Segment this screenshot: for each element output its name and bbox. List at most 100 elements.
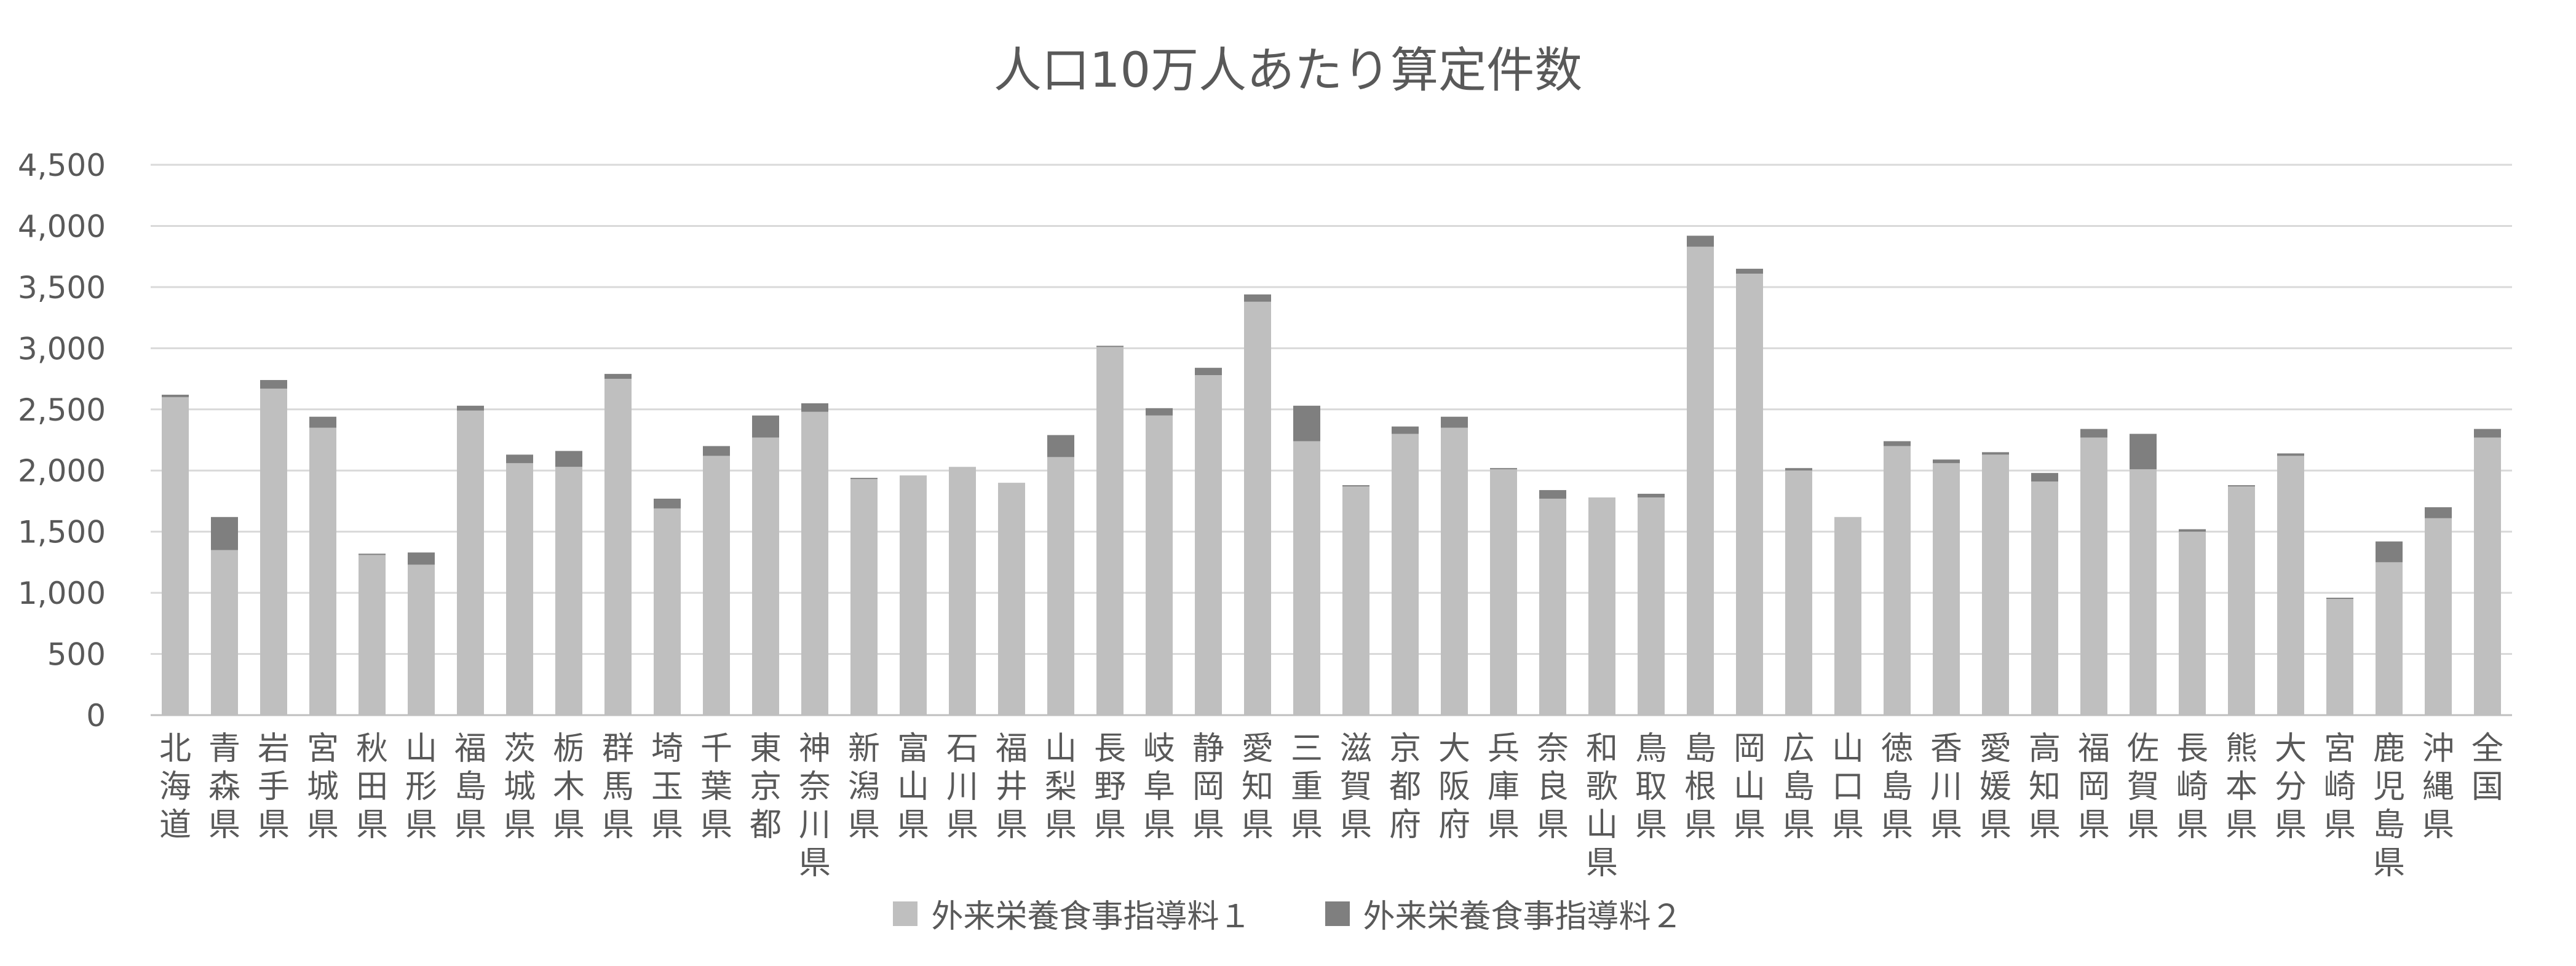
bar-series-1 [1785,470,1812,715]
bar-series-2 [1539,490,1566,499]
x-tick-label: 岐阜県 [1143,730,1175,844]
bar-series-2 [2326,598,2353,600]
bar-series-2 [801,403,828,412]
bar-series-1 [2130,469,2157,715]
x-tick-label: 秋田県 [356,730,388,844]
bar-series-2 [1047,435,1074,457]
bar-series-2 [260,380,287,389]
bar-series-2 [1392,426,1419,434]
y-tick-label: 0 [86,698,106,734]
bar-series-1 [2031,481,2058,715]
bar-series-1 [1244,301,1271,715]
x-tick-label: 鹿児島県 [2373,730,2405,882]
x-tick-label: 東京都 [750,730,782,844]
x-tick-label: 沖縄県 [2422,730,2454,844]
x-tick-label: 福島県 [454,730,486,844]
x-tick-label: 滋賀県 [1340,730,1372,844]
x-tick-label: 宮城県 [307,730,339,844]
x-tick-label: 山口県 [1832,730,1864,844]
x-tick-label: 高知県 [2029,730,2061,844]
x-tick-label: 香川県 [1930,730,1962,844]
chart-title: 人口10万人あたり算定件数 [993,43,1583,98]
bar-series-2 [1884,441,1911,446]
bar-series-2 [703,446,730,456]
bar-series-2 [654,498,681,509]
bar-series-2 [1195,368,1222,376]
bar-series-2 [2425,507,2452,518]
bar-series-2 [1146,408,1173,416]
x-tick-label: 新潟県 [848,730,880,844]
x-tick-label: 京都府 [1389,730,1421,844]
x-tick-label: 福岡県 [2078,730,2110,844]
bars [162,236,2501,715]
bar-series-1 [457,410,484,715]
y-tick-label: 2,500 [18,392,106,428]
x-tick-label: 神奈川県 [799,730,831,882]
legend-item-series-2: 外来栄養食事指導料２ [1325,890,1683,936]
bar-series-2 [2228,485,2255,487]
bar-series-1 [1195,375,1222,715]
bar-series-2 [457,405,484,411]
bar-series-2 [752,415,779,438]
bar-series-2 [1096,346,1124,347]
bar-series-2 [162,394,189,397]
bar-series-2 [1342,485,1369,487]
bar-series-1 [506,463,533,715]
bar-series-1 [1342,486,1369,715]
x-tick-label: 岡山県 [1734,730,1766,844]
x-tick-label: 大阪府 [1438,730,1470,844]
bar-series-1 [1982,454,2009,715]
bar-series-2 [2031,473,2058,482]
bar-series-1 [949,467,976,715]
bar-series-1 [2326,599,2353,715]
y-tick-label: 2,000 [18,453,106,489]
bar-series-1 [1539,498,1566,715]
bar-series-2 [2080,429,2107,438]
x-tick-label: 岩手県 [258,730,290,844]
x-tick-label: 茨城県 [504,730,536,844]
x-tick-label: 静岡県 [1192,730,1224,844]
bar-series-1 [211,550,238,715]
x-tick-label: 山梨県 [1045,730,1077,844]
x-tick-label: 栃木県 [553,730,585,844]
x-tick-label: 山形県 [405,730,437,844]
bar-series-1 [2080,437,2107,715]
x-tick-label: 愛知県 [1242,730,1274,844]
bar-series-1 [703,456,730,715]
x-tick-label: 愛媛県 [1980,730,2011,844]
x-tick-label: 鳥取県 [1635,730,1667,844]
bar-series-1 [1146,415,1173,715]
x-axis-labels: 北海道青森県岩手県宮城県秋田県山形県福島県茨城県栃木県群馬県埼玉県千葉県東京都神… [159,730,2503,882]
bar-series-2 [2474,429,2501,438]
bar-series-1 [1736,274,1763,715]
x-tick-label: 長崎県 [2176,730,2208,844]
legend-item-series-1: 外来栄養食事指導料１ [893,890,1251,936]
legend-label-series-1: 外来栄養食事指導料１ [931,898,1251,935]
x-tick-label: 三重県 [1291,730,1323,844]
bar-series-1 [408,564,435,715]
bar-series-1 [260,388,287,715]
bar-series-1 [1687,247,1714,715]
bar-series-2 [1687,236,1714,247]
x-tick-label: 群馬県 [602,730,634,844]
bar-series-2 [1490,468,1517,470]
bar-series-2 [1736,269,1763,274]
bar-series-2 [359,553,386,555]
x-tick-label: 北海道 [159,730,191,844]
y-tick-label: 4,000 [18,208,106,244]
x-tick-label: 埼玉県 [651,730,683,844]
bar-series-1 [850,479,878,715]
bar-series-1 [1096,347,1124,715]
bar-series-2 [604,374,632,379]
bar-series-1 [1293,441,1320,715]
bar-series-1 [1933,463,1960,715]
bar-series-2 [1638,494,1665,497]
bar-series-2 [1244,294,1271,302]
bar-series-1 [309,427,336,715]
bar-series-1 [1834,517,1861,715]
bar-series-1 [1490,469,1517,715]
x-tick-label: 石川県 [946,730,978,844]
bar-series-1 [359,555,386,715]
x-tick-label: 富山県 [897,730,929,844]
